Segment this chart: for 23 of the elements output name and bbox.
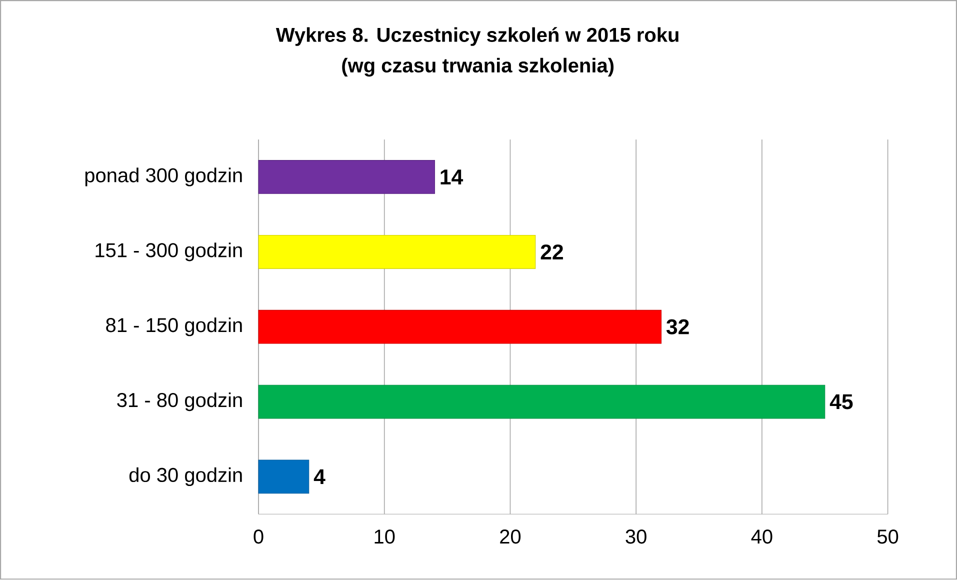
x-tick-label: 50 xyxy=(877,530,898,544)
x-tick-label: 0 xyxy=(254,530,264,544)
bar xyxy=(258,235,536,270)
x-tick-label: 30 xyxy=(626,530,646,544)
x-tick-label: 10 xyxy=(374,530,395,544)
y-tick-label: 151 - 300 godzin xyxy=(96,242,242,262)
data-label: 22 xyxy=(540,244,563,260)
data-label: 45 xyxy=(830,394,853,410)
y-tick-label: do 30 godzin xyxy=(129,468,242,486)
bar xyxy=(258,160,435,194)
x-tick-label: 40 xyxy=(751,530,772,544)
x-tick-label: 20 xyxy=(500,530,521,544)
chart-title: Wykres 8. Uczestnicy szkoleń w 2015 roku xyxy=(276,27,678,46)
bar xyxy=(258,460,310,494)
y-tick-label: 81 - 150 godzin xyxy=(106,318,242,336)
data-label: 14 xyxy=(440,170,464,184)
y-tick-label: ponad 300 godzin xyxy=(85,168,242,186)
data-label: 32 xyxy=(666,319,689,335)
y-tick-label: 31 - 80 godzin xyxy=(117,392,242,412)
data-label: 4 xyxy=(314,470,326,484)
bar xyxy=(258,310,662,344)
bar xyxy=(258,384,826,419)
chart-subtitle: (wg czasu trwania szkolenia) xyxy=(342,58,614,77)
